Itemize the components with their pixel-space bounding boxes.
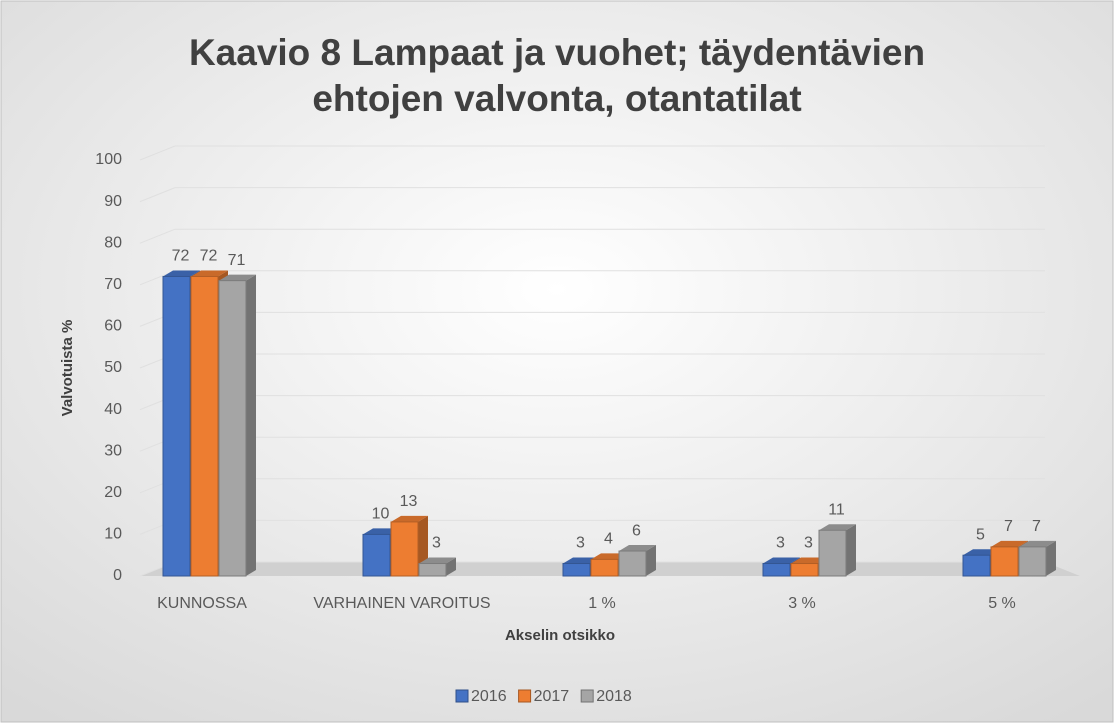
bar-side: [846, 524, 856, 576]
bar: [818, 529, 847, 577]
bar: [990, 546, 1019, 577]
x-axis-label: Akselin otsikko: [505, 627, 615, 644]
legend-label: 2018: [596, 688, 632, 705]
data-label: 71: [228, 252, 246, 269]
data-label: 72: [200, 248, 218, 265]
bar-top: [763, 557, 800, 564]
y-tick-label: 50: [104, 359, 122, 376]
data-label: 72: [172, 248, 190, 265]
chart-title: Kaavio 8 Lampaat ja vuohet; täydentävien…: [188, 32, 926, 119]
y-tick-label: 40: [104, 401, 122, 418]
legend-label: 2017: [534, 688, 570, 705]
bar: [590, 558, 619, 577]
data-label: 7: [1004, 518, 1013, 535]
bar: [162, 275, 191, 577]
bar: [418, 563, 447, 577]
bar: [962, 554, 991, 577]
x-tick-label: 3 %: [788, 595, 816, 612]
data-label: 6: [632, 522, 641, 539]
bar: [390, 521, 419, 577]
bar-top: [1019, 540, 1056, 547]
y-tick-label: 90: [104, 193, 122, 210]
x-tick-label: 5 %: [988, 595, 1016, 612]
data-label: 10: [372, 506, 390, 523]
grid-line: [139, 228, 176, 244]
bar-side: [646, 545, 656, 576]
legend-swatch: [518, 689, 532, 703]
bar: [618, 550, 647, 577]
data-label: 3: [576, 535, 585, 552]
bar: [790, 563, 819, 577]
y-axis-label: Valvotuista %: [59, 320, 76, 417]
y-tick-label: 80: [104, 234, 122, 251]
y-tick-label: 60: [104, 318, 122, 335]
bar-side: [446, 557, 456, 576]
bar-top: [391, 515, 428, 522]
bar: [1018, 546, 1047, 577]
data-label: 3: [776, 535, 785, 552]
legend-label: 2016: [471, 688, 507, 705]
data-label: 11: [828, 501, 845, 518]
legend-swatch: [580, 689, 594, 703]
x-tick-label: VARHAINEN VAROITUS: [313, 595, 490, 612]
bar-top: [819, 524, 856, 531]
data-label: 7: [1032, 518, 1041, 535]
y-tick-label: 100: [95, 151, 122, 168]
bar-top: [991, 540, 1028, 547]
y-tick-label: 20: [104, 484, 122, 501]
data-label: 4: [604, 531, 613, 548]
grid-line: [139, 187, 176, 203]
bar: [562, 563, 591, 577]
bar-top: [163, 270, 200, 277]
data-label: 3: [432, 535, 441, 552]
x-tick-label: KUNNOSSA: [157, 595, 247, 612]
data-label: 3: [804, 535, 813, 552]
bar-top: [191, 270, 228, 277]
bar: [762, 563, 791, 577]
bar-top: [619, 545, 656, 552]
y-tick-label: 30: [104, 442, 122, 459]
y-tick-label: 10: [104, 526, 122, 543]
grid-line: [139, 145, 176, 161]
data-label: 5: [976, 526, 985, 543]
bar: [362, 533, 391, 577]
bar-side: [246, 274, 256, 576]
bar: [190, 275, 219, 577]
bar-top: [219, 274, 256, 281]
bar: [218, 280, 247, 577]
legend-swatch: [455, 689, 469, 703]
x-tick-label: 1 %: [588, 595, 616, 612]
y-tick-label: 0: [113, 567, 122, 584]
bar-side: [1046, 540, 1056, 576]
data-label: 13: [400, 493, 418, 510]
bar-top: [419, 557, 456, 564]
y-tick-label: 70: [104, 276, 122, 293]
